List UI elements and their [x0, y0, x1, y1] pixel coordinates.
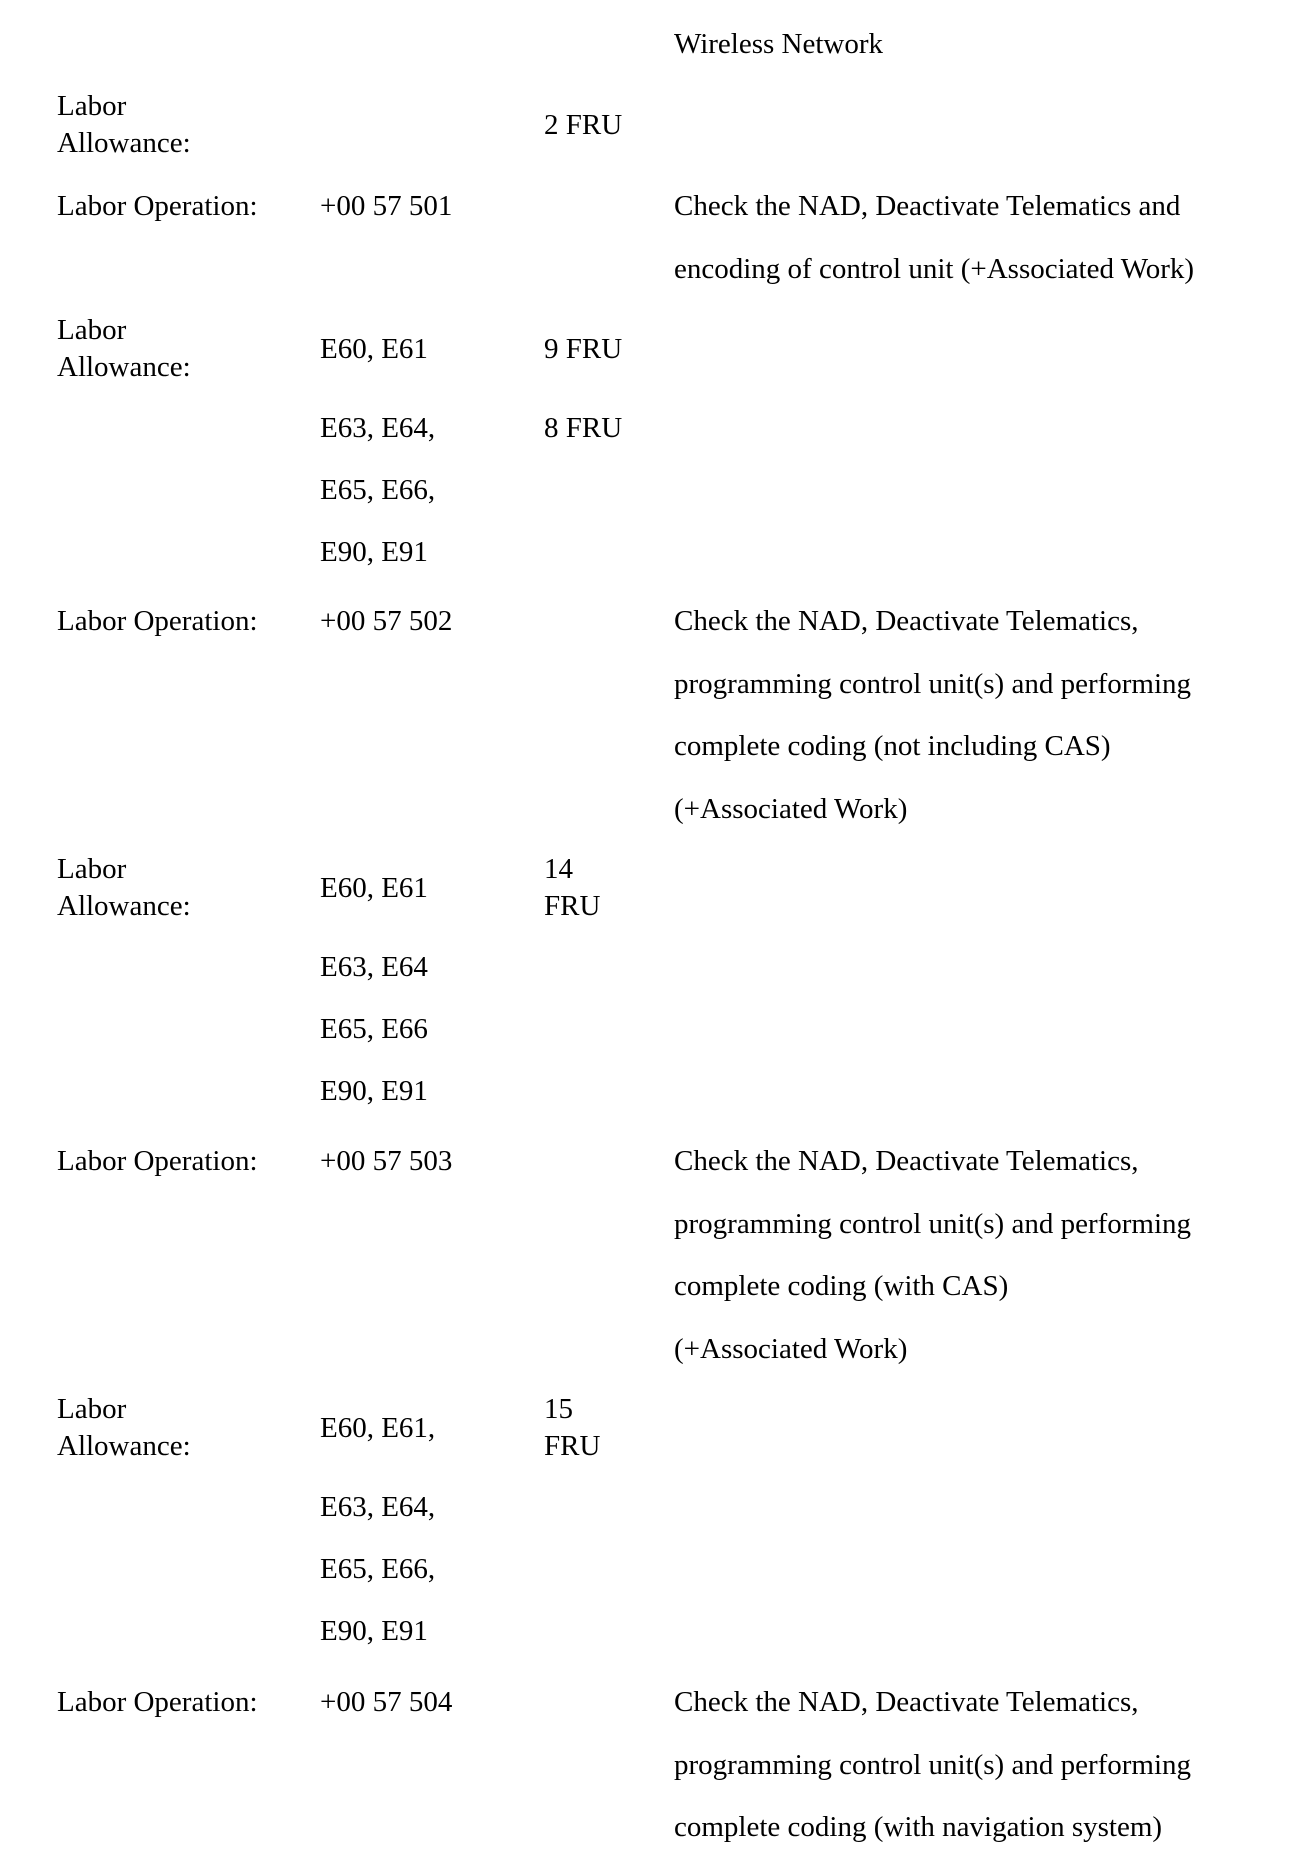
vehicle-models: E63, E64,	[320, 1491, 436, 1523]
operation-description-line: encoding of control unit (+Associated Wo…	[674, 252, 1195, 285]
vehicle-models: E90, E91	[320, 536, 428, 568]
fru-value: 14	[544, 853, 573, 885]
operation-description-line: (+Associated Work)	[674, 1332, 908, 1365]
labor-operation-label: Labor Operation:	[57, 190, 258, 222]
operation-description-line: Check the NAD, Deactivate Telematics and	[674, 190, 1181, 222]
operation-description-line: (+Associated Work)	[674, 792, 908, 825]
header-continuation-text: Wireless Network	[674, 28, 884, 60]
operation-description-line: complete coding (with navigation system)	[674, 1811, 1163, 1843]
labor-operation-code: +00 57 503	[320, 1145, 453, 1177]
fru-value: 9 FRU	[544, 333, 623, 365]
vehicle-models: E60, E61	[320, 872, 428, 904]
vehicle-models: E90, E91	[320, 1075, 428, 1107]
fru-value: FRU	[544, 1430, 601, 1462]
fru-value: 2 FRU	[544, 109, 623, 141]
labor-allowance-label: Labor	[57, 314, 127, 346]
vehicle-models: E63, E64	[320, 951, 428, 983]
vehicle-models: E65, E66,	[320, 474, 436, 506]
operation-description-line: Check the NAD, Deactivate Telematics,	[674, 605, 1139, 637]
operation-description-line: complete coding (with CAS)	[674, 1270, 1009, 1302]
operation-description-line: programming control unit(s) and performi…	[674, 667, 1192, 700]
labor-operation-label: Labor Operation:	[57, 1686, 258, 1718]
vehicle-models: E63, E64,	[320, 412, 436, 444]
labor-operation-label: Labor Operation:	[57, 1145, 258, 1177]
labor-operation-code: +00 57 504	[320, 1686, 453, 1718]
operation-description-line: programming control unit(s) and performi…	[674, 1207, 1192, 1240]
fru-value: 15	[544, 1393, 573, 1425]
vehicle-models: E90, E91	[320, 1615, 428, 1647]
labor-operation-code: +00 57 502	[320, 605, 453, 637]
labor-allowance-label: Allowance:	[57, 1430, 191, 1462]
vehicle-models: E65, E66,	[320, 1553, 436, 1585]
vehicle-models: E65, E66	[320, 1013, 428, 1045]
labor-allowance-label: Labor	[57, 853, 127, 885]
labor-operation-label: Labor Operation:	[57, 605, 258, 637]
operation-description-line: Check the NAD, Deactivate Telematics,	[674, 1686, 1139, 1718]
operation-description-line: programming control unit(s) and performi…	[674, 1748, 1192, 1781]
fru-value: 8 FRU	[544, 412, 623, 444]
labor-allowance-label: Allowance:	[57, 351, 191, 383]
fru-value: FRU	[544, 890, 601, 922]
labor-operation-code: +00 57 501	[320, 190, 453, 222]
vehicle-models: E60, E61	[320, 333, 428, 365]
vehicle-models: E60, E61,	[320, 1412, 436, 1444]
operation-description-line: Check the NAD, Deactivate Telematics,	[674, 1145, 1139, 1177]
labor-allowance-label: Allowance:	[57, 890, 191, 922]
operation-description-line: complete coding (not including CAS)	[674, 730, 1111, 762]
labor-allowance-label: Allowance:	[57, 127, 191, 159]
labor-allowance-label: Labor	[57, 1393, 127, 1425]
labor-allowance-label: Labor	[57, 90, 127, 122]
